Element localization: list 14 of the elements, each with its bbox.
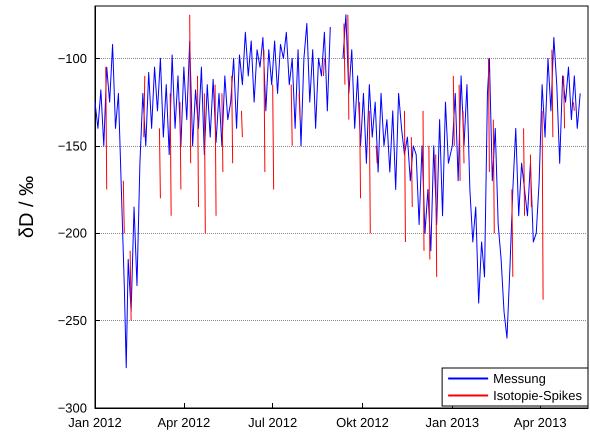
y-tick-label: −150 — [58, 138, 87, 154]
y-tick-label: −250 — [58, 313, 87, 328]
x-tick-label: Apr 2012 — [157, 415, 210, 430]
y-tick-label: −200 — [58, 226, 87, 241]
y-tick-label: −100 — [58, 50, 87, 66]
x-tick-label: Apr 2013 — [514, 415, 567, 430]
x-tick-label: Jan 2013 — [426, 415, 480, 430]
x-tick-label: Jan 2012 — [68, 415, 122, 430]
x-tick-label: Okt 2012 — [336, 415, 389, 430]
legend-label: Messung — [493, 371, 546, 386]
x-tick-label: Jul 2012 — [248, 415, 298, 430]
legend-label: Isotopie-Spikes — [493, 388, 582, 403]
y-axis-title: δD / ‰ — [16, 176, 38, 238]
y-tick-label: −300 — [58, 400, 87, 416]
